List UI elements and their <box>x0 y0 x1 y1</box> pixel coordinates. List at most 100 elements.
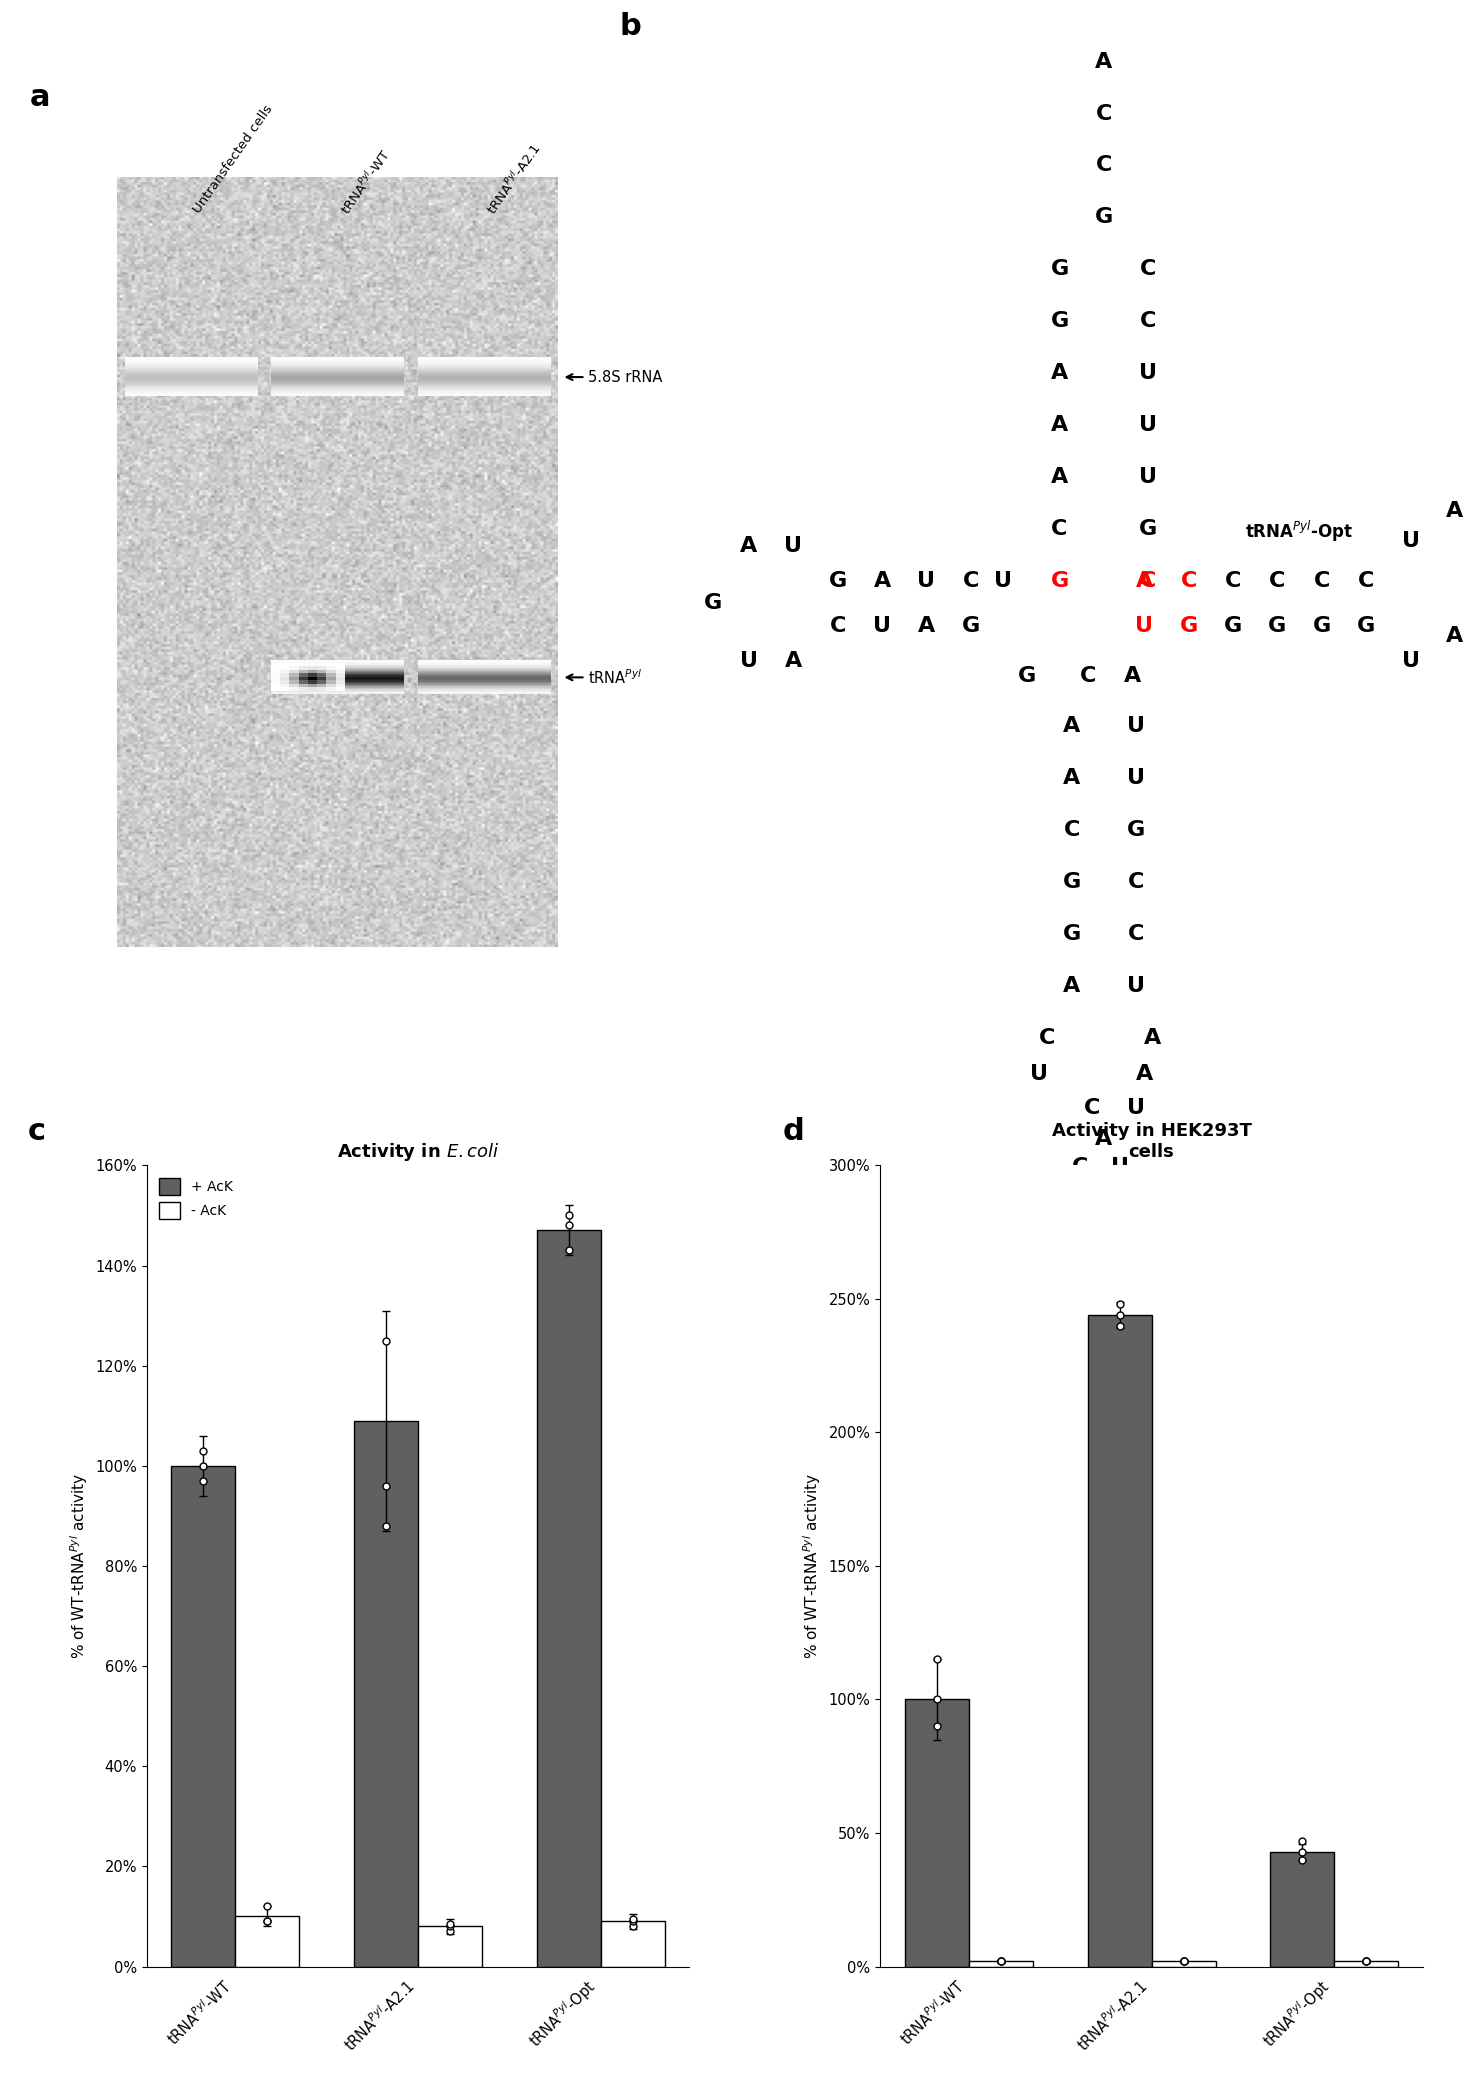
Text: A: A <box>741 537 757 556</box>
Text: C: C <box>1225 570 1241 591</box>
Text: G: G <box>1050 260 1068 279</box>
Text: C: C <box>829 616 846 637</box>
Bar <box>1152 1960 1216 1967</box>
Text: C: C <box>1140 260 1156 279</box>
Text: tRNA$^{Pyl}$: tRNA$^{Pyl}$ <box>566 668 643 687</box>
Text: C: C <box>1096 104 1112 123</box>
Y-axis label: % of WT-tRNA$^{Pyl}$ activity: % of WT-tRNA$^{Pyl}$ activity <box>801 1473 823 1659</box>
Text: A: A <box>918 616 934 637</box>
Text: U: U <box>1127 976 1146 995</box>
Bar <box>905 1700 968 1967</box>
Text: G: G <box>1018 666 1036 687</box>
Text: A: A <box>1096 1186 1112 1205</box>
Text: C: C <box>962 570 978 591</box>
Text: C: C <box>1080 666 1096 687</box>
Text: C: C <box>1358 570 1375 591</box>
Text: C: C <box>1181 570 1197 591</box>
Text: G: G <box>1050 570 1068 591</box>
Title: Activity in HEK293T
cells: Activity in HEK293T cells <box>1052 1122 1251 1161</box>
Text: C: C <box>1039 1028 1056 1047</box>
Text: C: C <box>1052 518 1068 539</box>
Text: G: G <box>829 570 846 591</box>
Text: C: C <box>1084 1097 1100 1117</box>
Text: U: U <box>917 570 936 591</box>
Text: U: U <box>1135 616 1153 637</box>
Text: U: U <box>739 651 758 670</box>
Text: d: d <box>782 1117 804 1147</box>
Text: A: A <box>1064 768 1080 789</box>
Text: G: G <box>1223 616 1243 637</box>
Text: tRNA$^{Pyl}$-A2.1: tRNA$^{Pyl}$-A2.1 <box>484 139 544 216</box>
Text: G: G <box>1357 616 1375 637</box>
Text: C: C <box>1071 1157 1089 1178</box>
Text: A: A <box>1064 716 1080 737</box>
Text: 5.8S rRNA: 5.8S rRNA <box>566 370 663 385</box>
Text: A: A <box>1446 502 1464 520</box>
Text: U: U <box>1401 531 1420 551</box>
Text: A: A <box>1446 626 1464 645</box>
Text: U: U <box>1140 364 1157 383</box>
Text: U: U <box>785 537 802 556</box>
Text: U: U <box>1140 416 1157 435</box>
Bar <box>354 1421 418 1967</box>
Legend: + AcK, - AcK: + AcK, - AcK <box>154 1172 239 1224</box>
Bar <box>968 1960 1033 1967</box>
Text: A: A <box>1050 416 1068 435</box>
Text: G: G <box>1140 518 1157 539</box>
Text: A: A <box>1135 1063 1153 1084</box>
Text: G: G <box>1062 924 1081 943</box>
Text: tRNA$^{Pyl}$-WT: tRNA$^{Pyl}$-WT <box>337 146 393 216</box>
Bar <box>537 1230 601 1967</box>
Text: C: C <box>1140 312 1156 331</box>
Text: A: A <box>873 570 890 591</box>
Text: G: G <box>1127 820 1146 841</box>
Text: C: C <box>1128 872 1144 891</box>
Text: A: A <box>1144 1028 1160 1047</box>
Text: Untransfected cells: Untransfected cells <box>191 102 276 216</box>
Bar <box>235 1917 299 1967</box>
Text: G: G <box>1062 872 1081 891</box>
Text: tRNA$^{Pyl}$-Opt: tRNA$^{Pyl}$-Opt <box>1245 518 1353 543</box>
Text: C: C <box>1140 570 1156 591</box>
Text: A: A <box>1064 976 1080 995</box>
Text: C: C <box>1096 156 1112 175</box>
Text: a: a <box>29 83 50 112</box>
Bar <box>1335 1960 1398 1967</box>
Bar <box>1087 1315 1152 1967</box>
Text: U: U <box>995 570 1012 591</box>
Text: G: G <box>1269 616 1287 637</box>
Text: C: C <box>1269 570 1285 591</box>
Text: A: A <box>1050 364 1068 383</box>
Bar <box>172 1465 235 1967</box>
Text: U: U <box>1111 1157 1130 1178</box>
Text: G: G <box>1050 312 1068 331</box>
Title: Activity in $\mathit{E. coli}$: Activity in $\mathit{E. coli}$ <box>337 1140 499 1163</box>
Text: U: U <box>1140 466 1157 487</box>
Text: A: A <box>785 651 802 670</box>
Bar <box>601 1921 665 1967</box>
Text: U: U <box>1127 1097 1146 1117</box>
Text: A: A <box>1096 1128 1112 1149</box>
Bar <box>1270 1852 1335 1967</box>
Text: G: G <box>962 616 980 637</box>
Text: c: c <box>28 1117 45 1147</box>
Y-axis label: % of WT-tRNA$^{Pyl}$ activity: % of WT-tRNA$^{Pyl}$ activity <box>67 1473 89 1659</box>
Text: C: C <box>1313 570 1331 591</box>
Text: A: A <box>1050 466 1068 487</box>
Text: A: A <box>1135 570 1153 591</box>
Text: A: A <box>1124 666 1141 687</box>
Text: C: C <box>1128 924 1144 943</box>
Text: U: U <box>1401 651 1420 670</box>
Text: U: U <box>873 616 890 637</box>
Bar <box>418 1927 483 1967</box>
Text: U: U <box>1127 768 1146 789</box>
Text: G: G <box>1179 616 1197 637</box>
Text: b: b <box>621 12 641 42</box>
Text: U: U <box>1127 716 1146 737</box>
Text: G: G <box>1094 208 1113 227</box>
Text: A: A <box>1096 52 1112 71</box>
Text: U: U <box>1030 1063 1049 1084</box>
Text: C: C <box>1064 820 1080 841</box>
Text: G: G <box>704 593 722 614</box>
Text: G: G <box>1313 616 1331 637</box>
